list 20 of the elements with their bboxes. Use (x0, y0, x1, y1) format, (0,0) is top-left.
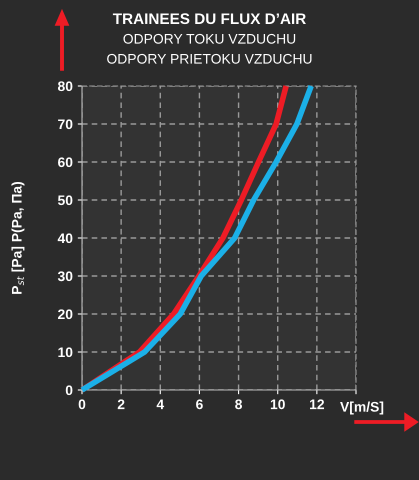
x-tick-label: 8 (235, 399, 242, 410)
chart-title: TRAINEES DU FLUX D’AIR (112, 13, 306, 24)
y-tick-label: 0 (66, 385, 72, 396)
x-tick-label: 6 (196, 399, 203, 410)
x-tick-label: 10 (270, 399, 285, 410)
x-tick-label: 0 (78, 399, 86, 410)
y-tick-label: 40 (58, 233, 72, 244)
y-tick-label: 10 (58, 347, 72, 358)
x-tick-label: 12 (310, 399, 324, 410)
y-tick-label: 80 (58, 81, 72, 92)
y-tick-label: 60 (58, 157, 72, 168)
y-tick-label: 30 (58, 271, 72, 282)
y-tick-label: 70 (58, 119, 72, 130)
chart-subtitle: ODPORY TOKU VZDUCHU ODPORY PRIETOKU VZDUCHU (107, 34, 312, 64)
x-tick-label: 4 (156, 400, 164, 410)
y-tick-label: 20 (58, 309, 72, 320)
x-tick-label: 2 (118, 399, 124, 410)
y-tick-label: 50 (58, 195, 72, 206)
y-axis-title: P$_{st}$ [Pa] P(Pa, Па) (11, 182, 24, 294)
x-axis-title: V[m/S] (340, 402, 384, 414)
